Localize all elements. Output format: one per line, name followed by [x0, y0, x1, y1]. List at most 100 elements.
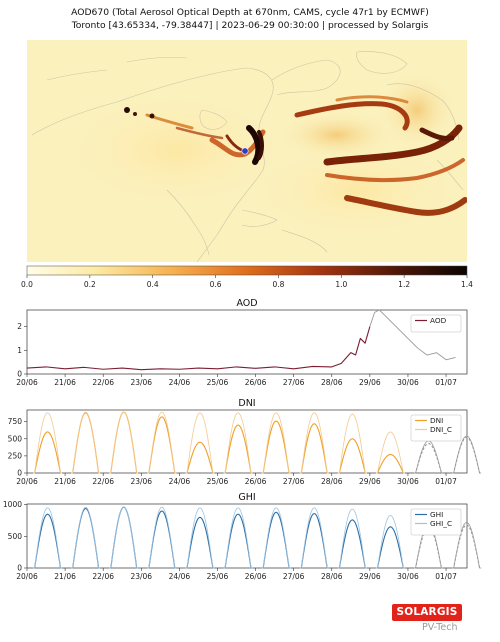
- x-tick-label: 24/06: [169, 572, 191, 581]
- x-tick-label: 30/06: [397, 378, 419, 387]
- y-tick-label: 1: [17, 346, 22, 355]
- x-tick-label: 25/06: [207, 378, 229, 387]
- x-tick-label: 01/07: [435, 477, 457, 486]
- plot-area: [26, 409, 468, 474]
- colorbar-tick-label: 1.2: [398, 280, 410, 289]
- x-tick-label: 01/07: [435, 378, 457, 387]
- x-tick-label: 30/06: [397, 572, 419, 581]
- y-tick-label: 1000: [3, 500, 22, 509]
- colorbar-tick-label: 1.4: [461, 280, 473, 289]
- x-tick-label: 29/06: [359, 572, 381, 581]
- y-tick-label: 500: [8, 434, 23, 443]
- legend-box: [410, 414, 462, 442]
- day-curve: [452, 436, 482, 474]
- clear-sky-curve: [109, 506, 139, 569]
- x-tick-label: 20/06: [16, 572, 38, 581]
- panel-title: AOD: [236, 298, 257, 309]
- x-tick-label: 25/06: [207, 477, 229, 486]
- colorbar-tick-label: 0.6: [210, 280, 222, 289]
- day-curve: [261, 420, 291, 474]
- x-tick-label: 27/06: [283, 572, 305, 581]
- aod-series-line: [26, 326, 371, 371]
- x-tick-label: 23/06: [130, 477, 152, 486]
- x-tick-label: 24/06: [169, 378, 191, 387]
- day-curve: [185, 516, 215, 569]
- y-tick-label: 500: [8, 532, 23, 541]
- clear-sky-curve: [452, 435, 482, 474]
- plot-area: [26, 309, 468, 375]
- clear-sky-curve: [185, 507, 215, 569]
- y-tick-label: 750: [8, 417, 23, 426]
- legend-box: [410, 508, 462, 536]
- legend-label: DNI: [430, 416, 443, 425]
- y-tick-label: 0: [17, 469, 22, 478]
- day-curve: [337, 438, 367, 474]
- figure-subtitle: Toronto [43.65334, -79.38447] | 2023-06-…: [71, 20, 429, 31]
- day-curve: [375, 526, 405, 569]
- haze-blob: [277, 110, 397, 160]
- x-tick-label: 21/06: [54, 572, 76, 581]
- smoke-spots: [124, 107, 155, 119]
- clear-sky-curve: [375, 515, 405, 569]
- y-tick-label: 250: [8, 451, 23, 460]
- clear-sky-curve: [109, 411, 139, 474]
- x-tick-label: 26/06: [245, 477, 267, 486]
- day-curve: [185, 441, 215, 474]
- x-tick-label: 20/06: [16, 378, 38, 387]
- clear-sky-curve: [299, 507, 329, 569]
- colorbar-tick-label: 0.8: [272, 280, 284, 289]
- panel-title: GHI: [238, 492, 255, 503]
- x-tick-label: 28/06: [321, 477, 343, 486]
- panel-dni: DNI 0 250 500 750 20/06 21/06 22/06 23/06 24/06 25…: [8, 398, 482, 486]
- colorbar-gradient: [26, 265, 468, 276]
- colorbar-tick-label: 0.0: [21, 280, 33, 289]
- x-tick-label: 01/07: [435, 572, 457, 581]
- aod-map: [27, 40, 467, 262]
- colorbar-tick-label: 0.2: [84, 280, 96, 289]
- x-tick-label: 22/06: [92, 572, 114, 581]
- location-marker: [241, 147, 249, 155]
- x-tick-label: 26/06: [245, 572, 267, 581]
- x-tick-label: 27/06: [283, 378, 305, 387]
- x-tick-label: 20/06: [16, 477, 38, 486]
- clear-sky-curve: [185, 412, 215, 474]
- clear-sky-curve: [375, 431, 405, 474]
- x-tick-label: 25/06: [207, 572, 229, 581]
- panel-title: DNI: [238, 398, 255, 409]
- day-curve: [299, 423, 329, 474]
- clear-sky-curve: [299, 412, 329, 474]
- clear-sky-curve: [71, 411, 101, 474]
- clear-sky-curve: [261, 412, 291, 474]
- day-curve: [223, 424, 253, 474]
- x-tick-label: 26/06: [245, 378, 267, 387]
- figure-title: AOD670 (Total Aerosol Optical Depth at 6…: [71, 7, 429, 18]
- colorbar-tick-label: 1.0: [335, 280, 347, 289]
- y-tick-label: 0: [17, 564, 22, 573]
- panel-ghi: GHI 0 500 1000 20/06 21/06 22/06 23/06 24/06 25/0…: [3, 492, 482, 581]
- x-tick-label: 29/06: [359, 378, 381, 387]
- x-tick-label: 22/06: [92, 378, 114, 387]
- panel-aod: AOD 0 1 2 20/06 21/06 22/06 23/06 24/06 25/06 26/0…: [16, 298, 468, 387]
- x-tick-label: 30/06: [397, 477, 419, 486]
- clear-sky-curve: [223, 507, 253, 569]
- clear-sky-curve: [71, 506, 101, 569]
- clear-sky-curve: [33, 507, 63, 569]
- clear-sky-curve: [147, 411, 177, 474]
- legend-box: [410, 314, 462, 333]
- x-tick-label: 29/06: [359, 477, 381, 486]
- haze-blob: [247, 140, 467, 240]
- clear-sky-curve: [147, 506, 177, 569]
- legend-label: GHI: [430, 510, 443, 519]
- aod-series-line-forecast: [369, 309, 456, 361]
- clear-sky-curve: [261, 507, 291, 569]
- x-tick-label: 28/06: [321, 572, 343, 581]
- time-series-panels: AOD 0 1 2 20/06 21/06 22/06 23/06 24/06 25/06 26/0…: [3, 298, 482, 581]
- y-tick-label: 0: [17, 370, 22, 379]
- day-curve: [375, 453, 405, 474]
- solargis-logo: SOLARGIS: [392, 604, 462, 621]
- day-curve: [337, 519, 367, 569]
- x-tick-label: 27/06: [283, 477, 305, 486]
- clear-sky-curve: [223, 412, 253, 474]
- x-tick-label: 24/06: [169, 477, 191, 486]
